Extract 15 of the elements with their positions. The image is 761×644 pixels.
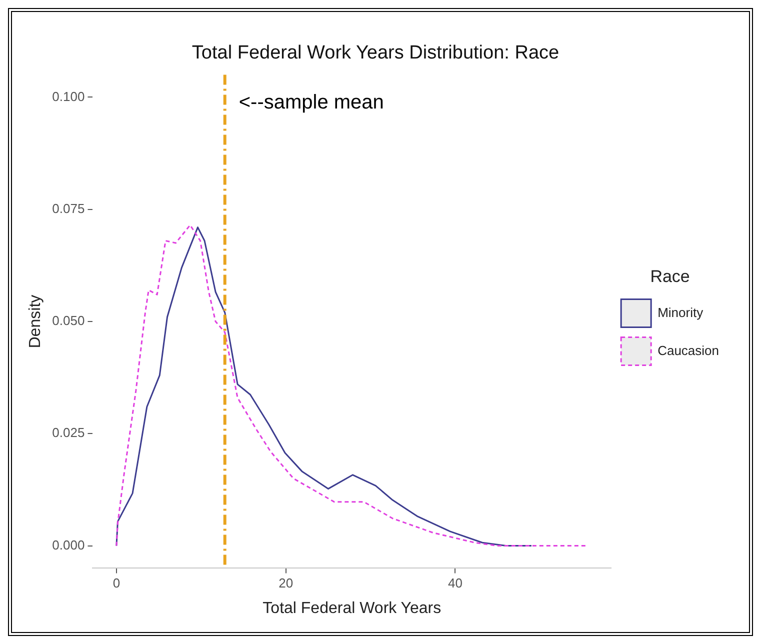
y-tick-label: 0.050	[52, 313, 85, 328]
y-axis-title: Density	[27, 294, 44, 348]
x-axis-title: Total Federal Work Years	[262, 600, 442, 617]
x-tick-label: 40	[448, 576, 462, 591]
x-tick-label: 0	[112, 576, 120, 591]
y-tick-label: 0.075	[52, 200, 85, 216]
y-tick-label: 0.000	[52, 537, 85, 552]
chart-title: Total Federal Work Years Distribution: Race	[192, 42, 560, 64]
ref-line-label: <--sample mean	[238, 91, 384, 114]
x-tick-label: 20	[278, 576, 294, 591]
y-tick-label: 0.025	[52, 425, 85, 440]
legend-label: Caucasion	[658, 342, 720, 358]
legend-title: Race	[650, 266, 690, 286]
legend-label: Minority	[658, 304, 704, 320]
y-tick-label: 0.100	[52, 88, 85, 104]
